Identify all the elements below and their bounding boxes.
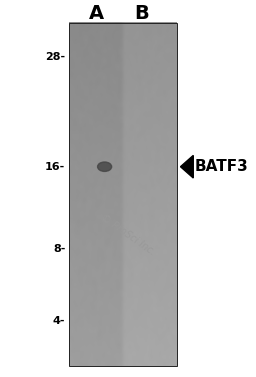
Polygon shape <box>180 155 193 178</box>
Text: BATF3: BATF3 <box>195 159 249 174</box>
Text: B: B <box>135 4 150 23</box>
Text: A: A <box>88 4 104 23</box>
Text: 16-: 16- <box>45 162 65 172</box>
Text: 4-: 4- <box>53 316 65 326</box>
Text: © ProSci Inc.: © ProSci Inc. <box>99 213 157 258</box>
Bar <box>69 23 177 366</box>
Text: 8-: 8- <box>53 244 65 254</box>
Ellipse shape <box>98 162 112 172</box>
Text: 28-: 28- <box>45 52 65 62</box>
